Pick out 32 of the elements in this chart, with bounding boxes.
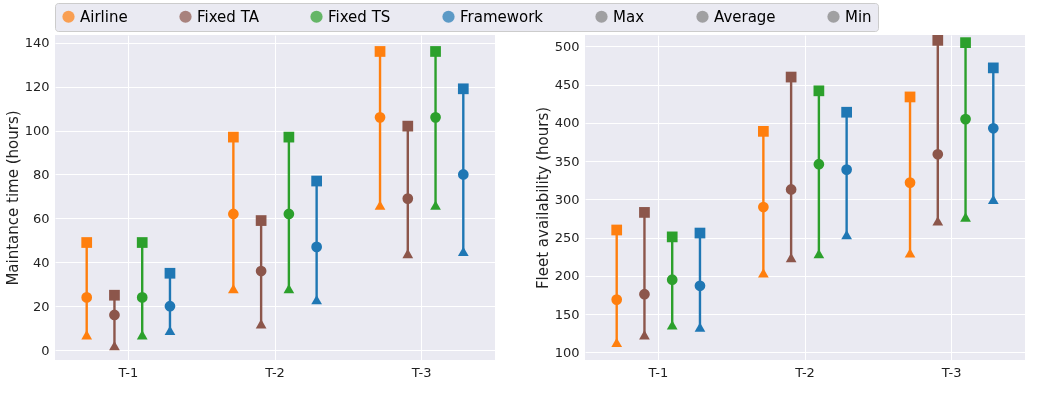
y-tick-label: 150 [554, 306, 580, 322]
legend-label: Framework [460, 7, 544, 26]
y-tick-label: 100 [554, 344, 580, 360]
y-tick-label: 0 [41, 342, 50, 358]
y-tick-label: 120 [24, 79, 50, 95]
legend-label: Fixed TA [197, 7, 260, 26]
x-tick-label: T-1 [647, 364, 669, 380]
y-tick-label: 140 [24, 35, 50, 51]
y-tick-label: 500 [554, 38, 580, 54]
x-tick-label: T-3 [410, 364, 432, 380]
x-tick-label: T-2 [794, 364, 815, 380]
y-tick-label: 400 [554, 115, 580, 131]
legend-label: Max [613, 7, 645, 26]
y-tick-label: 100 [24, 123, 50, 139]
y-tick-label: 80 [32, 166, 50, 182]
x-tick-label: T-1 [117, 364, 139, 380]
y-tick-label: 60 [32, 210, 50, 226]
y-axis-title: Maintance time (hours) [3, 110, 22, 286]
y-tick-label: 300 [554, 191, 580, 207]
x-tick-label: T-3 [940, 364, 962, 380]
legend-label: Min [845, 7, 872, 26]
y-tick-label: 20 [32, 298, 50, 314]
legend-label: Fixed TS [328, 7, 391, 26]
legend-label: Airline [80, 7, 128, 26]
y-axis-title: Fleet availability (hours) [533, 106, 552, 290]
y-tick-label: 40 [32, 254, 50, 270]
y-tick-label: 250 [554, 230, 580, 246]
y-tick-label: 450 [554, 77, 580, 93]
y-tick-label: 200 [554, 268, 580, 284]
y-tick-label: 350 [554, 153, 580, 169]
legend-label: Average [714, 7, 776, 26]
x-tick-label: T-2 [264, 364, 285, 380]
